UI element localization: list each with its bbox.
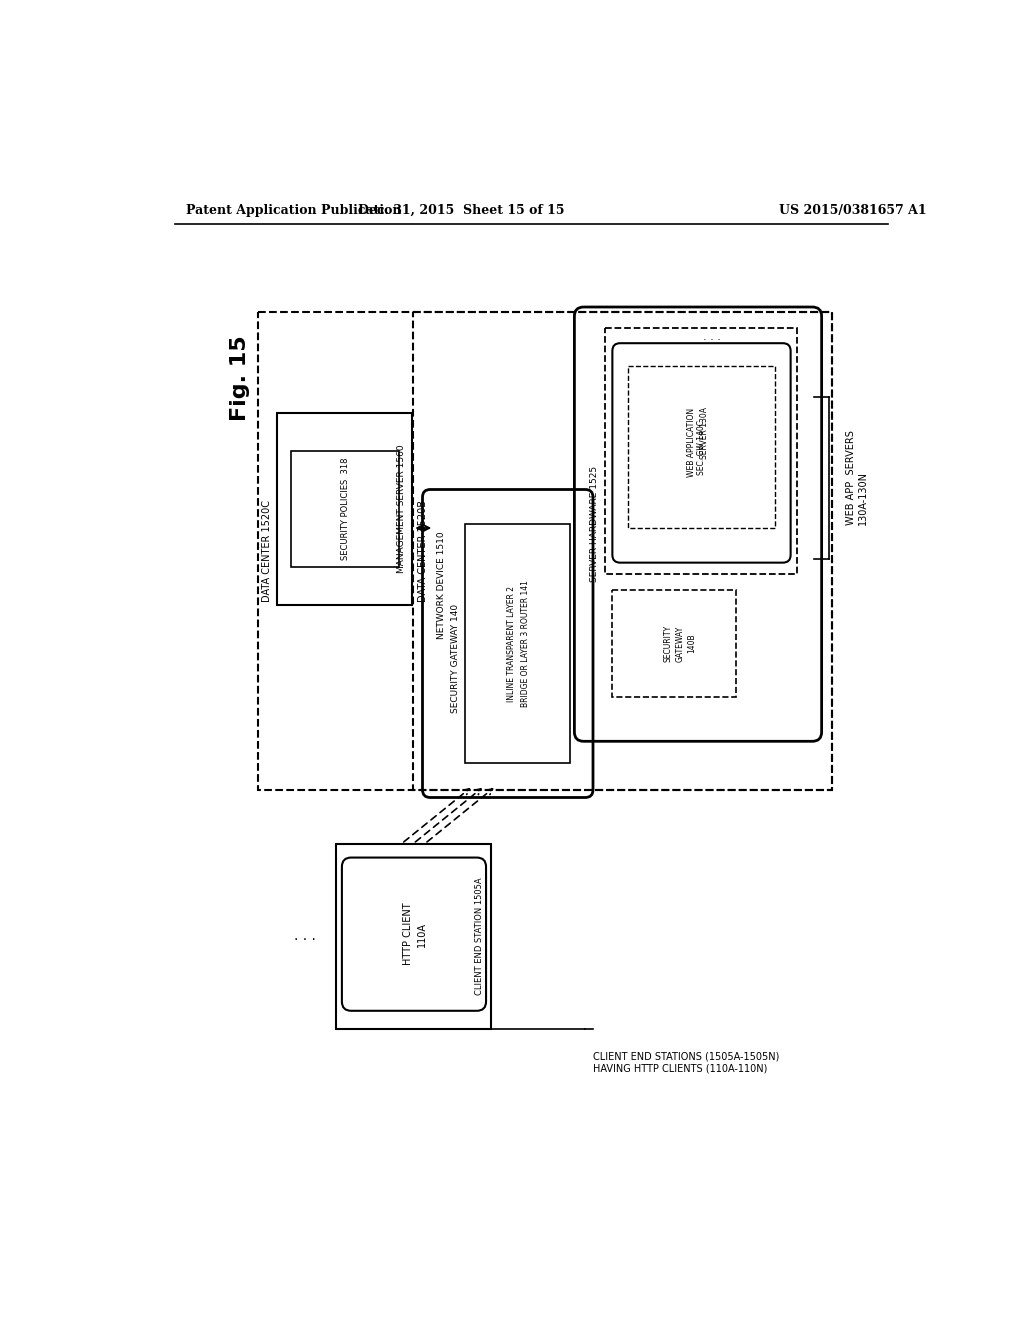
Text: WEB APP  SERVERS
130A-130N: WEB APP SERVERS 130A-130N — [847, 430, 868, 525]
Text: SECURITY GATEWAY 140: SECURITY GATEWAY 140 — [451, 603, 460, 713]
Text: 110A: 110A — [417, 921, 427, 946]
Text: SEC. GW 140C: SEC. GW 140C — [697, 420, 706, 475]
Text: WEB APPLICATION: WEB APPLICATION — [687, 408, 696, 478]
Text: HTTP CLIENT: HTTP CLIENT — [402, 903, 413, 965]
Text: . . .: . . . — [294, 929, 315, 942]
Bar — [465, 524, 569, 763]
Bar — [414, 313, 831, 789]
Bar — [291, 451, 399, 566]
Text: INLINE TRANSPARENT LAYER 2: INLINE TRANSPARENT LAYER 2 — [507, 586, 516, 701]
Text: Dec. 31, 2015  Sheet 15 of 15: Dec. 31, 2015 Sheet 15 of 15 — [358, 205, 564, 218]
Bar — [612, 590, 736, 697]
Bar — [258, 313, 831, 789]
Text: SECURITY POLICIES  318: SECURITY POLICIES 318 — [341, 458, 349, 560]
Text: NETWORK DEVICE 1510: NETWORK DEVICE 1510 — [436, 531, 445, 639]
Text: Patent Application Publication: Patent Application Publication — [186, 205, 401, 218]
Text: BRIDGE OR LAYER 3 ROUTER 141: BRIDGE OR LAYER 3 ROUTER 141 — [520, 579, 529, 708]
Text: CLIENT END STATION 1505A: CLIENT END STATION 1505A — [475, 878, 484, 995]
Text: US 2015/0381657 A1: US 2015/0381657 A1 — [779, 205, 927, 218]
Text: Fig. 15: Fig. 15 — [230, 335, 251, 421]
Text: DATA CENTER 1520B: DATA CENTER 1520B — [418, 500, 427, 602]
Bar — [628, 367, 775, 528]
Text: MANAGEMENT SERVER 1560: MANAGEMENT SERVER 1560 — [397, 445, 407, 573]
Text: . . .: . . . — [703, 333, 721, 342]
Bar — [336, 843, 490, 1028]
Text: SERVER HARDWARE 1525: SERVER HARDWARE 1525 — [590, 466, 599, 582]
Bar — [276, 412, 413, 605]
Text: 140B: 140B — [687, 634, 696, 653]
Bar — [604, 327, 797, 574]
Text: SERVER 130A: SERVER 130A — [700, 407, 709, 458]
Text: CLIENT END STATIONS (1505A-1505N)
HAVING HTTP CLIENTS (110A-110N): CLIENT END STATIONS (1505A-1505N) HAVING… — [593, 1052, 779, 1073]
Text: SECURITY: SECURITY — [664, 624, 673, 663]
Text: GATEWAY: GATEWAY — [676, 626, 685, 661]
Text: DATA CENTER 1520C: DATA CENTER 1520C — [262, 500, 272, 602]
